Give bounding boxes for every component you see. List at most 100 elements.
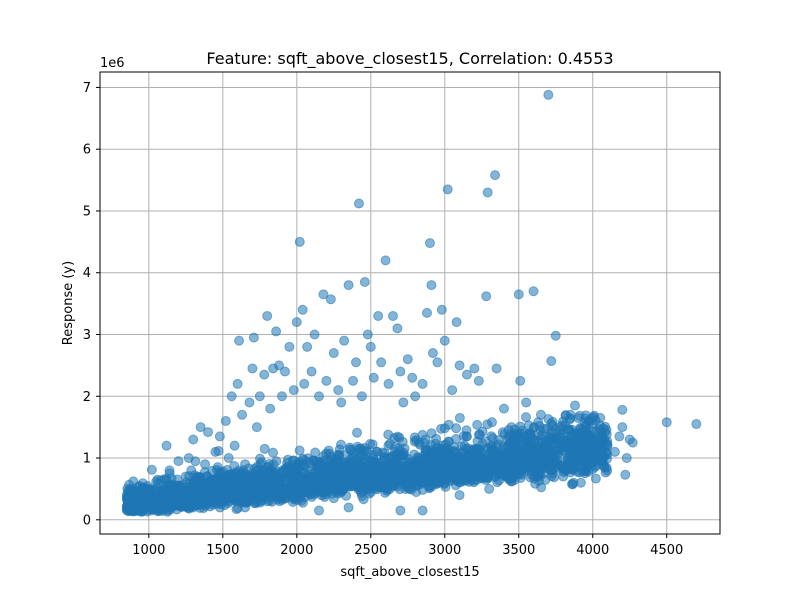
data-point: [513, 289, 524, 300]
y-tick-label: 4: [83, 266, 91, 281]
data-point: [302, 341, 313, 352]
data-point: [555, 431, 566, 442]
data-point: [457, 474, 468, 485]
y-tick-label: 7: [83, 81, 91, 96]
data-point: [325, 461, 336, 472]
data-point: [627, 437, 638, 448]
data-point: [309, 329, 320, 340]
data-point: [602, 440, 613, 451]
data-point: [592, 435, 603, 446]
data-point: [246, 487, 257, 498]
data-point: [308, 481, 319, 492]
data-point: [313, 391, 324, 402]
data-point: [284, 490, 295, 501]
x-axis-label: sqft_above_closest15: [340, 565, 479, 580]
data-point: [233, 489, 244, 500]
data-point: [461, 465, 472, 476]
data-point: [368, 372, 379, 383]
data-point: [387, 451, 398, 462]
data-point: [191, 477, 202, 488]
data-point: [174, 491, 185, 502]
data-point: [476, 465, 487, 476]
data-point: [490, 170, 501, 181]
data-point: [550, 459, 561, 470]
data-point: [417, 505, 428, 516]
data-point: [361, 466, 372, 477]
data-point: [451, 317, 462, 328]
data-point: [166, 499, 177, 510]
data-point: [323, 471, 334, 482]
data-point: [240, 502, 251, 513]
data-point: [188, 434, 199, 445]
data-point: [451, 423, 462, 434]
y-tick-label: 6: [83, 143, 91, 158]
data-point: [402, 354, 413, 365]
data-point: [350, 357, 361, 368]
data-point: [146, 464, 157, 475]
data-point: [220, 415, 231, 426]
data-point: [398, 397, 409, 408]
data-point: [394, 443, 405, 454]
data-point: [411, 435, 422, 446]
data-point: [526, 429, 537, 440]
data-point: [535, 409, 546, 420]
data-point: [202, 491, 213, 502]
data-point: [229, 440, 240, 451]
x-ticks: 1000 1500 2000 2500 3000 3500 4000 4500: [132, 534, 683, 558]
data-point: [392, 323, 403, 334]
data-point: [167, 480, 178, 491]
data-point: [594, 420, 605, 431]
plot-frame: [99, 71, 721, 535]
data-point: [294, 236, 305, 247]
x-tick-label: 2000: [280, 543, 313, 558]
data-point: [555, 422, 566, 433]
data-point: [321, 375, 332, 386]
x-tick-label: 3000: [428, 543, 461, 558]
data-point: [155, 496, 166, 507]
data-point: [288, 385, 299, 396]
data-point: [442, 184, 453, 195]
data-point: [217, 466, 228, 477]
data-point: [297, 497, 308, 508]
data-point: [262, 496, 273, 507]
data-point: [299, 378, 310, 389]
data-point: [268, 447, 279, 458]
data-point: [430, 461, 441, 472]
data-point: [565, 409, 576, 420]
data-point: [491, 363, 502, 374]
data-point: [297, 304, 308, 315]
data-point: [454, 490, 465, 501]
data-point: [469, 363, 480, 374]
data-point: [237, 409, 248, 420]
data-point: [409, 459, 420, 470]
data-point: [356, 391, 367, 402]
data-point: [232, 378, 243, 389]
data-point: [387, 310, 398, 321]
data-point: [583, 415, 594, 426]
data-point: [506, 422, 517, 433]
data-point: [259, 443, 270, 454]
y-tick-label: 3: [83, 328, 91, 343]
data-point: [203, 427, 214, 438]
data-point: [483, 443, 494, 454]
data-point: [180, 471, 191, 482]
data-point: [296, 473, 307, 484]
data-point: [437, 440, 448, 451]
x-tick-label: 3500: [502, 543, 535, 558]
data-point: [569, 400, 580, 411]
data-point: [473, 375, 484, 386]
data-point: [315, 459, 326, 470]
data-point: [410, 391, 421, 402]
data-point: [287, 455, 298, 466]
data-point: [506, 459, 517, 470]
data-point: [128, 476, 139, 487]
data-point: [164, 465, 175, 476]
y-tick-label: 1: [83, 452, 91, 467]
data-point: [661, 417, 672, 428]
data-point: [482, 187, 493, 198]
data-point: [426, 280, 437, 291]
data-point: [307, 455, 318, 466]
data-point: [461, 369, 472, 380]
data-point: [482, 419, 493, 430]
data-point: [411, 487, 422, 498]
